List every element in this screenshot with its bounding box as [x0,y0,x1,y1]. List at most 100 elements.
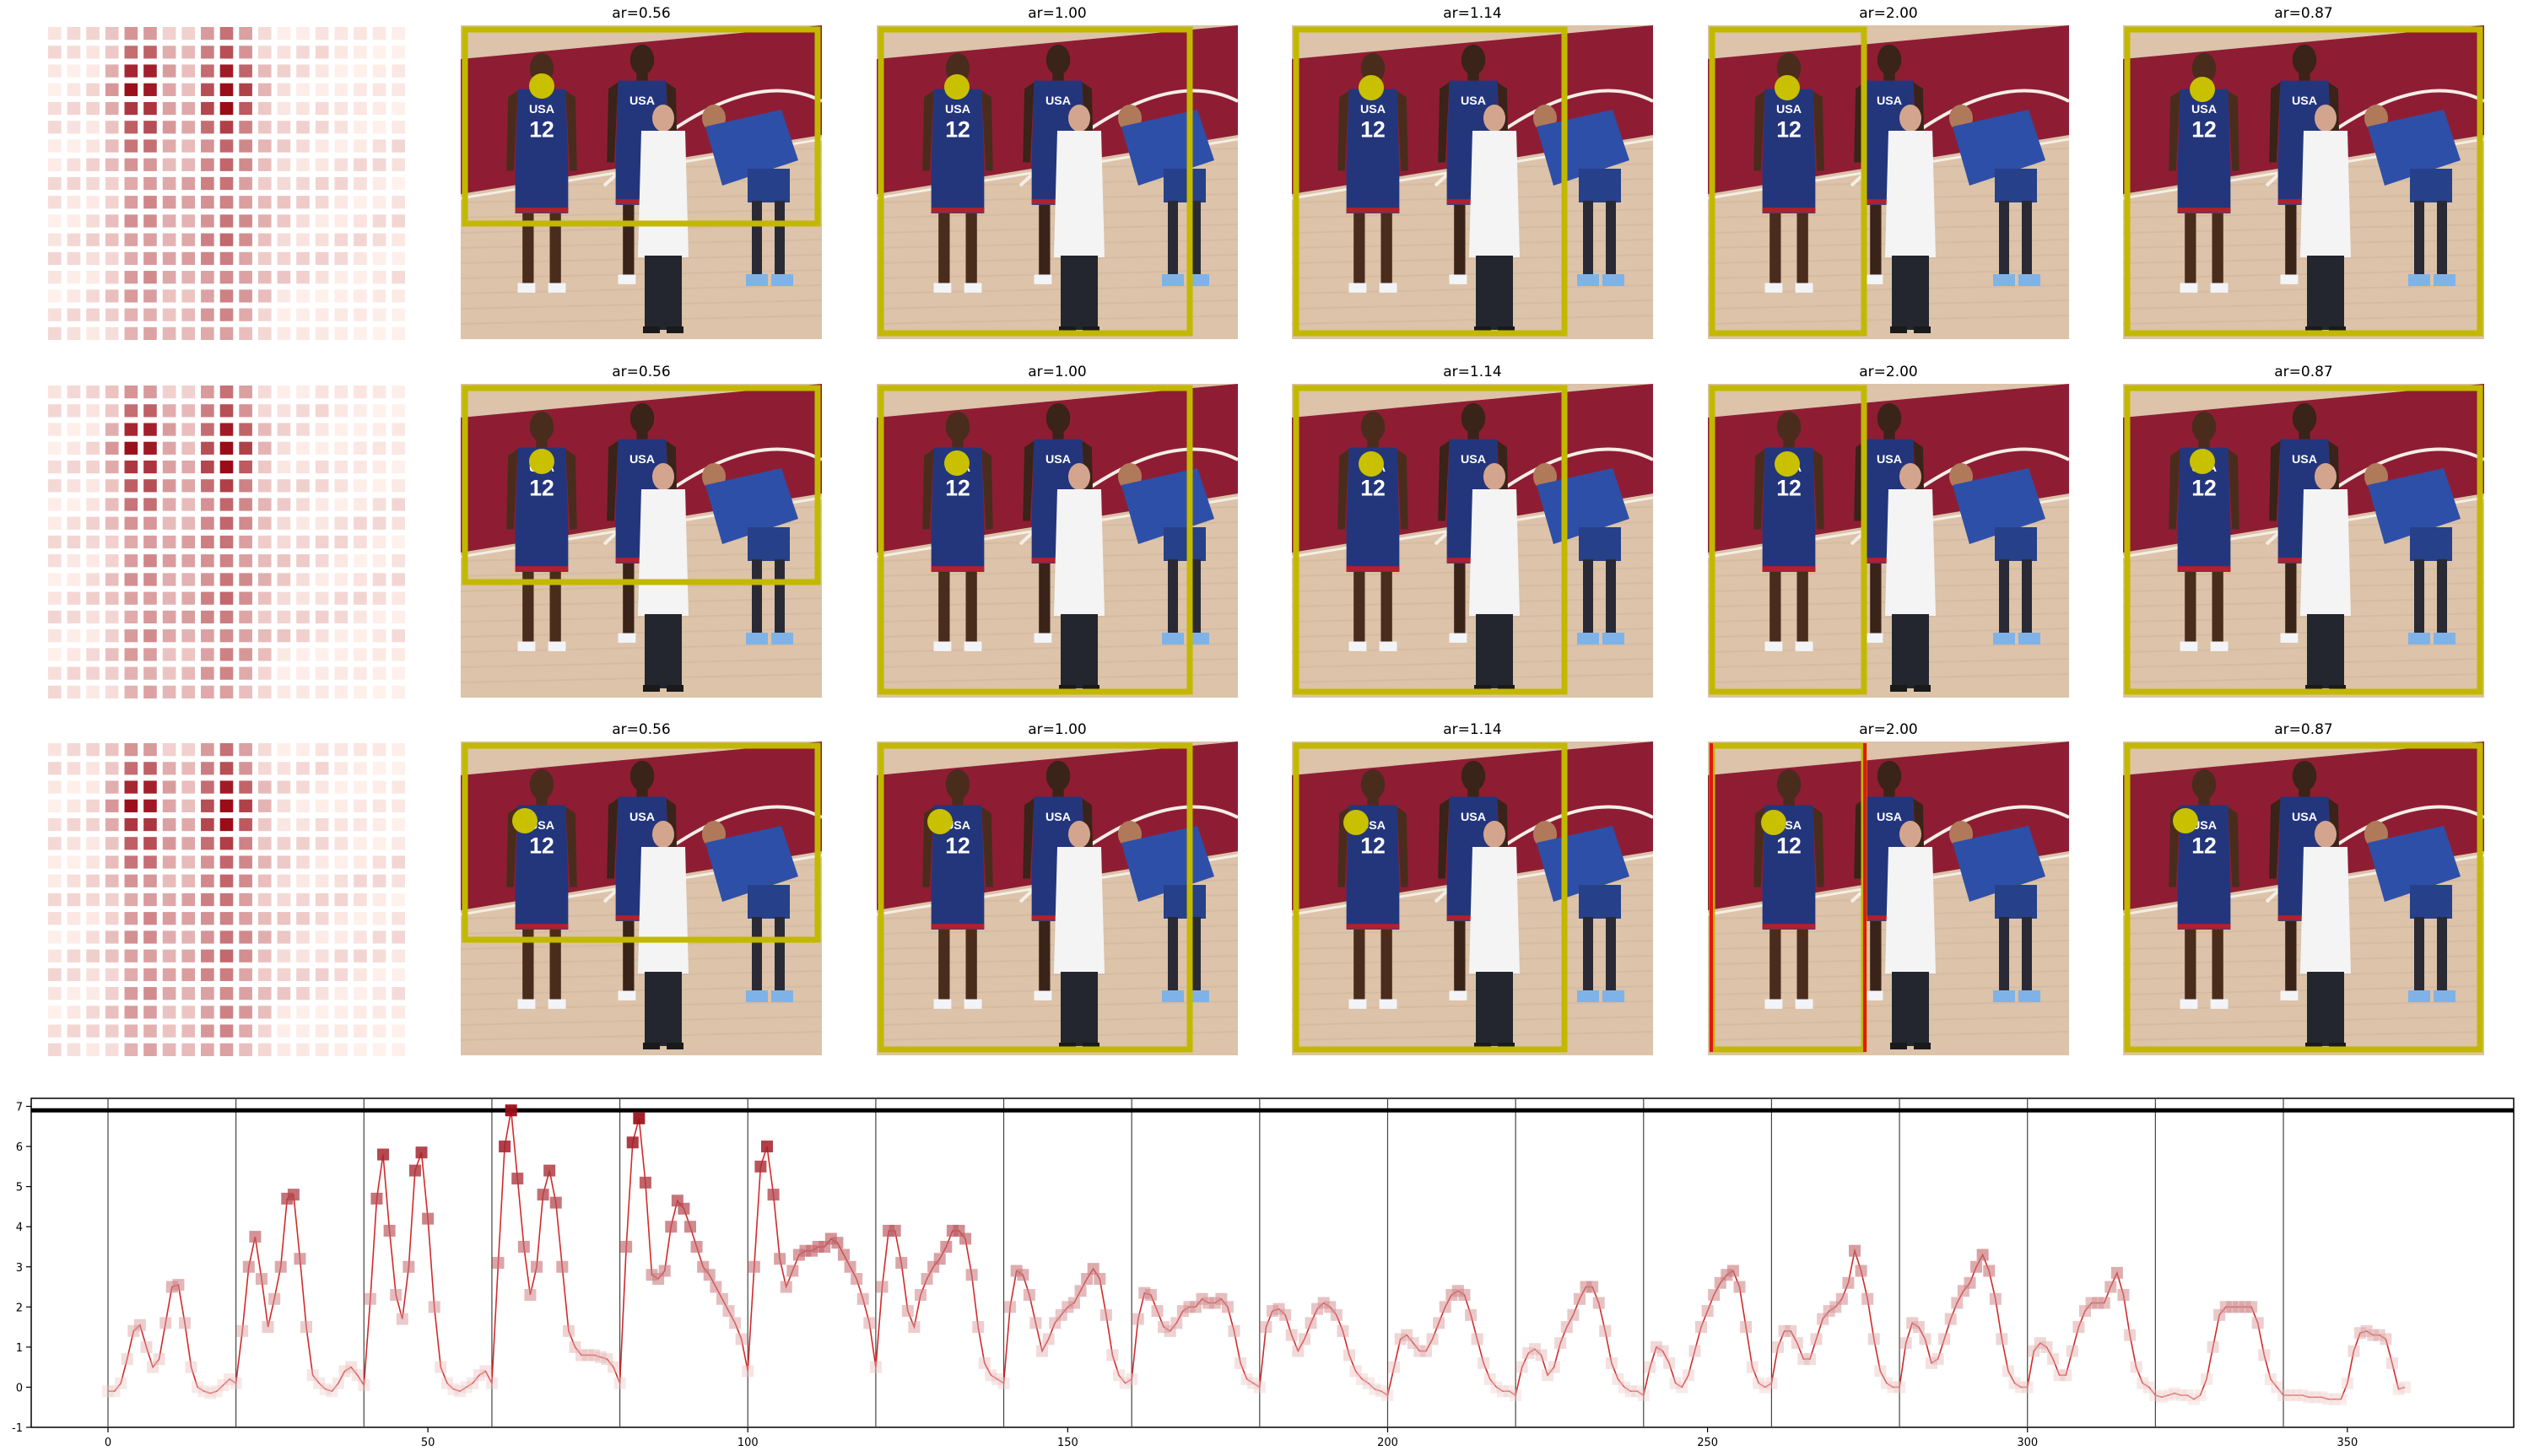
data-point [447,1383,460,1395]
heatmap-cell [334,1006,348,1019]
heatmap-cell [124,516,138,530]
data-point [1170,1317,1183,1329]
heatmap-cell [257,968,272,982]
data-point [1554,1337,1567,1350]
y-tick-label: 6 [16,1141,23,1154]
heatmap-cell [143,610,157,624]
heatmap-cell [181,83,196,96]
heatmap-cell [354,743,367,757]
heatmap-cell [257,423,272,436]
heatmap-cell [315,892,329,907]
heatmap-cell [334,64,348,78]
heatmap-cell [372,441,386,455]
data-point [594,1351,607,1363]
heatmap-cell [124,176,138,191]
heatmap-cell [372,1006,386,1019]
heatmap-cell [354,968,367,982]
heatmap-cell [219,308,234,321]
heatmap-cell [372,855,386,869]
heatmap-cell [296,648,310,661]
heatmap-cell [334,386,348,399]
heatmap-cell [105,762,119,775]
heatmap-cell [372,780,386,794]
data-point [2373,1329,2385,1341]
heatmap-cell [86,46,100,59]
heatmap-cell [334,912,348,925]
heatmap-cell [219,743,234,757]
data-point [658,1265,671,1277]
heatmap-cell [201,591,214,605]
heatmap-cell [143,892,157,907]
y-tick-label: -1 [12,1422,23,1435]
data-point [2053,1369,2066,1382]
heatmap-cell [296,289,310,303]
heatmap-cell [257,289,272,303]
heatmap-cell [354,666,367,680]
heatmap-cell [124,1006,138,1019]
heatmap-cell [162,987,176,1000]
data-point [1753,1377,1765,1389]
data-point [997,1377,1010,1389]
data-point [1522,1347,1535,1360]
heatmap-cell [315,196,329,209]
heatmap-cell [48,1043,62,1056]
heatmap-cell [239,817,252,832]
heatmap-cell [124,591,138,605]
heatmap-cell [201,743,214,757]
data-point [294,1253,306,1265]
data-point [473,1369,485,1382]
heatmap-cell [372,460,386,474]
heatmap-cell [334,233,348,246]
svg-text:12: 12 [2191,117,2217,143]
heatmap-cell [334,1043,348,1056]
heatmap-cell [334,139,348,153]
heatmap-cell [277,892,291,907]
data-point [1144,1289,1157,1302]
data-point [1132,1313,1144,1325]
heatmap-cell [239,27,252,40]
heatmap-cell [277,949,291,963]
heatmap-cell [162,610,176,624]
data-point [972,1321,985,1334]
data-point [2155,1391,2168,1404]
data-point [242,1260,255,1273]
heatmap-cell [181,460,196,474]
heatmap-cell [219,892,234,907]
data-point [1126,1372,1138,1385]
heatmap-cell [181,158,196,171]
heatmap-cell [201,101,214,116]
data-point [2002,1365,2014,1378]
data-point [1912,1321,1925,1334]
heatmap-cell [124,610,138,624]
heatmap-cell [257,685,272,698]
data-point [2072,1321,2085,1334]
heatmap-cell [67,214,81,228]
heatmap-cell [162,1043,176,1056]
data-point [1496,1385,1509,1398]
heatmap-cell [354,685,367,698]
heatmap-cell [86,404,100,418]
data-point [153,1353,165,1366]
heatmap-cell [124,233,138,246]
data-point [1458,1289,1471,1302]
heatmap-cell [239,629,252,643]
heatmap-cell [392,139,405,153]
heatmap-cell [181,666,196,680]
heatmap-cell [48,780,62,794]
heatmap-cell [277,743,291,757]
heatmap-cell [201,139,214,153]
heatmap-cell [239,743,252,757]
heatmap-cell [67,158,81,171]
heatmap-cell [86,83,100,96]
heatmap-cell [354,1043,367,1056]
data-point [479,1365,492,1378]
heatmap-cell [296,874,310,887]
heatmap-cell [201,817,214,832]
heatmap-cell [296,271,310,284]
data-point [2385,1356,2398,1369]
heatmap-cell [354,516,367,530]
heatmap-cell [124,404,138,418]
heatmap-cell [219,573,234,586]
